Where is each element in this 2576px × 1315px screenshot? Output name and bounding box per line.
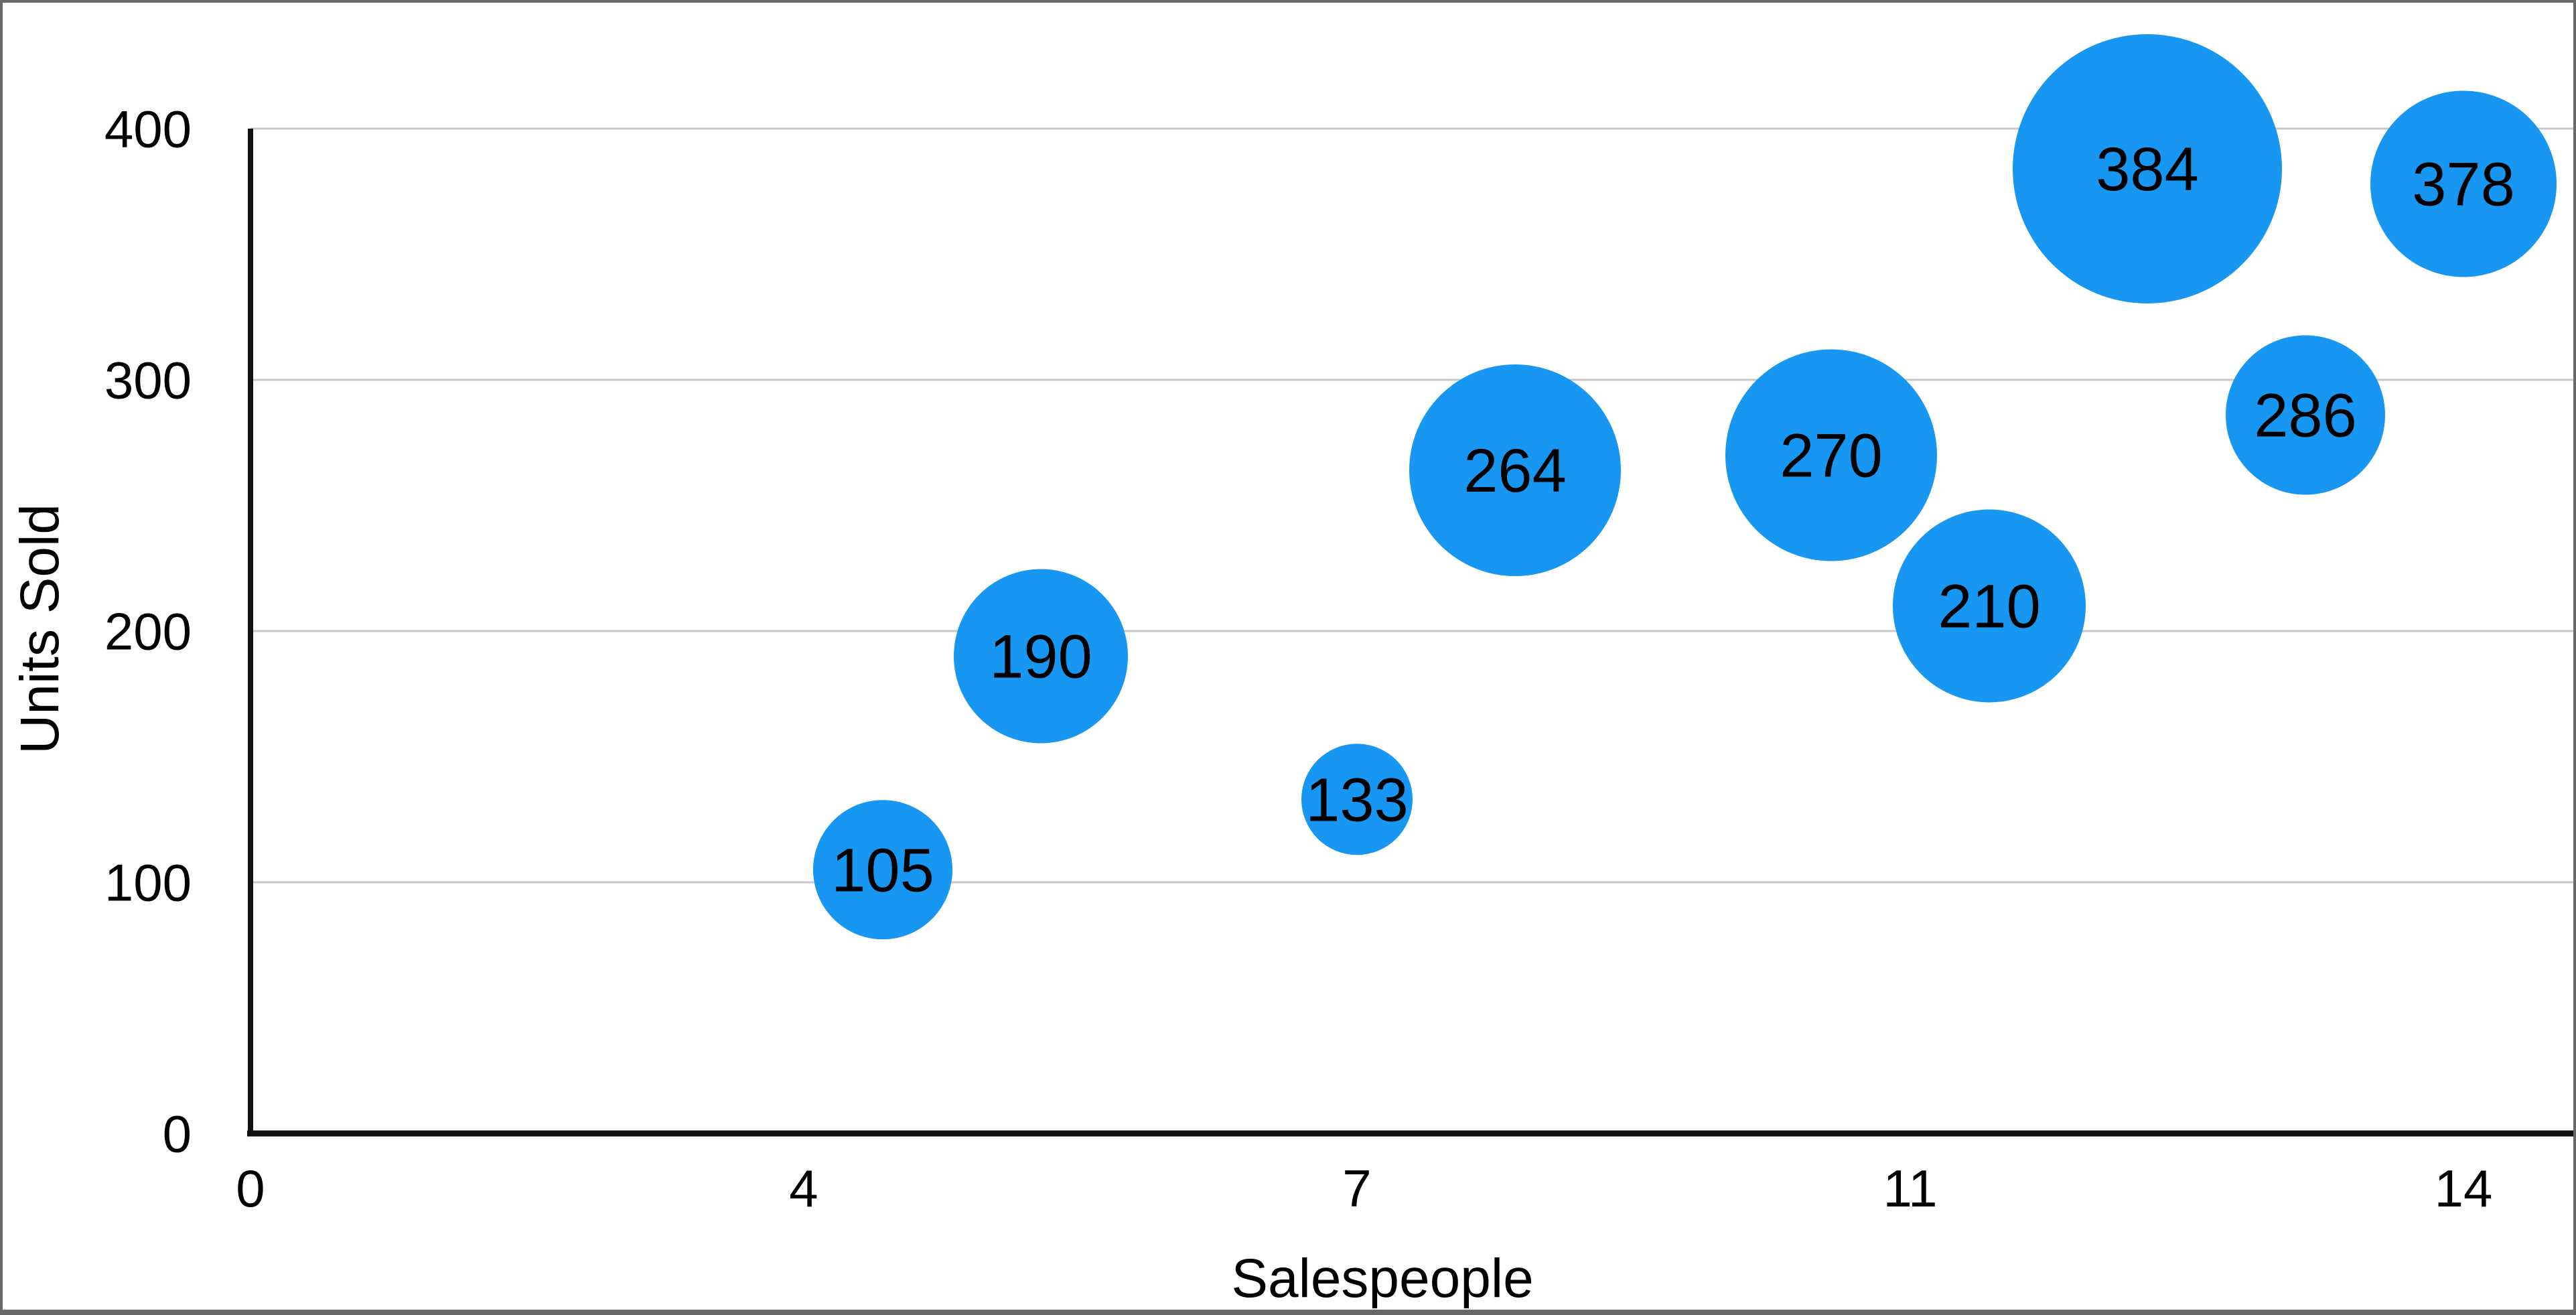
y-axis-title: Units Sold xyxy=(9,504,70,754)
bubble-105 xyxy=(813,800,952,940)
x-tick-label-4: 4 xyxy=(789,1159,818,1218)
y-tick-label-300: 300 xyxy=(104,350,192,409)
bubble-label-264: 264 xyxy=(1463,437,1567,505)
bubble-chart: 105 190 133 264 270 210 384 286 378 0 100 200 300 400… xyxy=(104,34,2573,1218)
bubble-label-384: 384 xyxy=(2096,135,2199,204)
y-tick-label-400: 400 xyxy=(104,99,192,158)
bubble-286 xyxy=(2226,335,2385,495)
bubble-210 xyxy=(1893,509,2086,703)
y-tick-label-100: 100 xyxy=(104,853,192,912)
x-tick-label-14: 14 xyxy=(2435,1159,2493,1218)
bubble-270 xyxy=(1725,349,1937,561)
x-tick-label-0: 0 xyxy=(236,1159,265,1218)
x-tick-label-11: 11 xyxy=(1883,1159,1938,1218)
bubble-label-210: 210 xyxy=(1938,573,2041,641)
bubble-label-378: 378 xyxy=(2412,151,2515,219)
y-tick-label-200: 200 xyxy=(104,602,192,661)
y-tick-label-0: 0 xyxy=(163,1104,192,1163)
bubble-384 xyxy=(2013,34,2282,303)
x-tick-label-7: 7 xyxy=(1342,1159,1371,1218)
bubble-label-190: 190 xyxy=(989,623,1092,691)
bubble-378 xyxy=(2370,90,2557,277)
x-axis-title: Salespeople xyxy=(1231,1248,1534,1309)
bubble-label-133: 133 xyxy=(1305,766,1409,834)
bubble-label-270: 270 xyxy=(1780,422,1883,490)
bubble-264 xyxy=(1409,364,1621,576)
bubble-label-105: 105 xyxy=(831,836,934,904)
bubble-133 xyxy=(1301,744,1413,855)
bubble-190 xyxy=(954,569,1128,744)
bubble-label-286: 286 xyxy=(2254,382,2357,450)
